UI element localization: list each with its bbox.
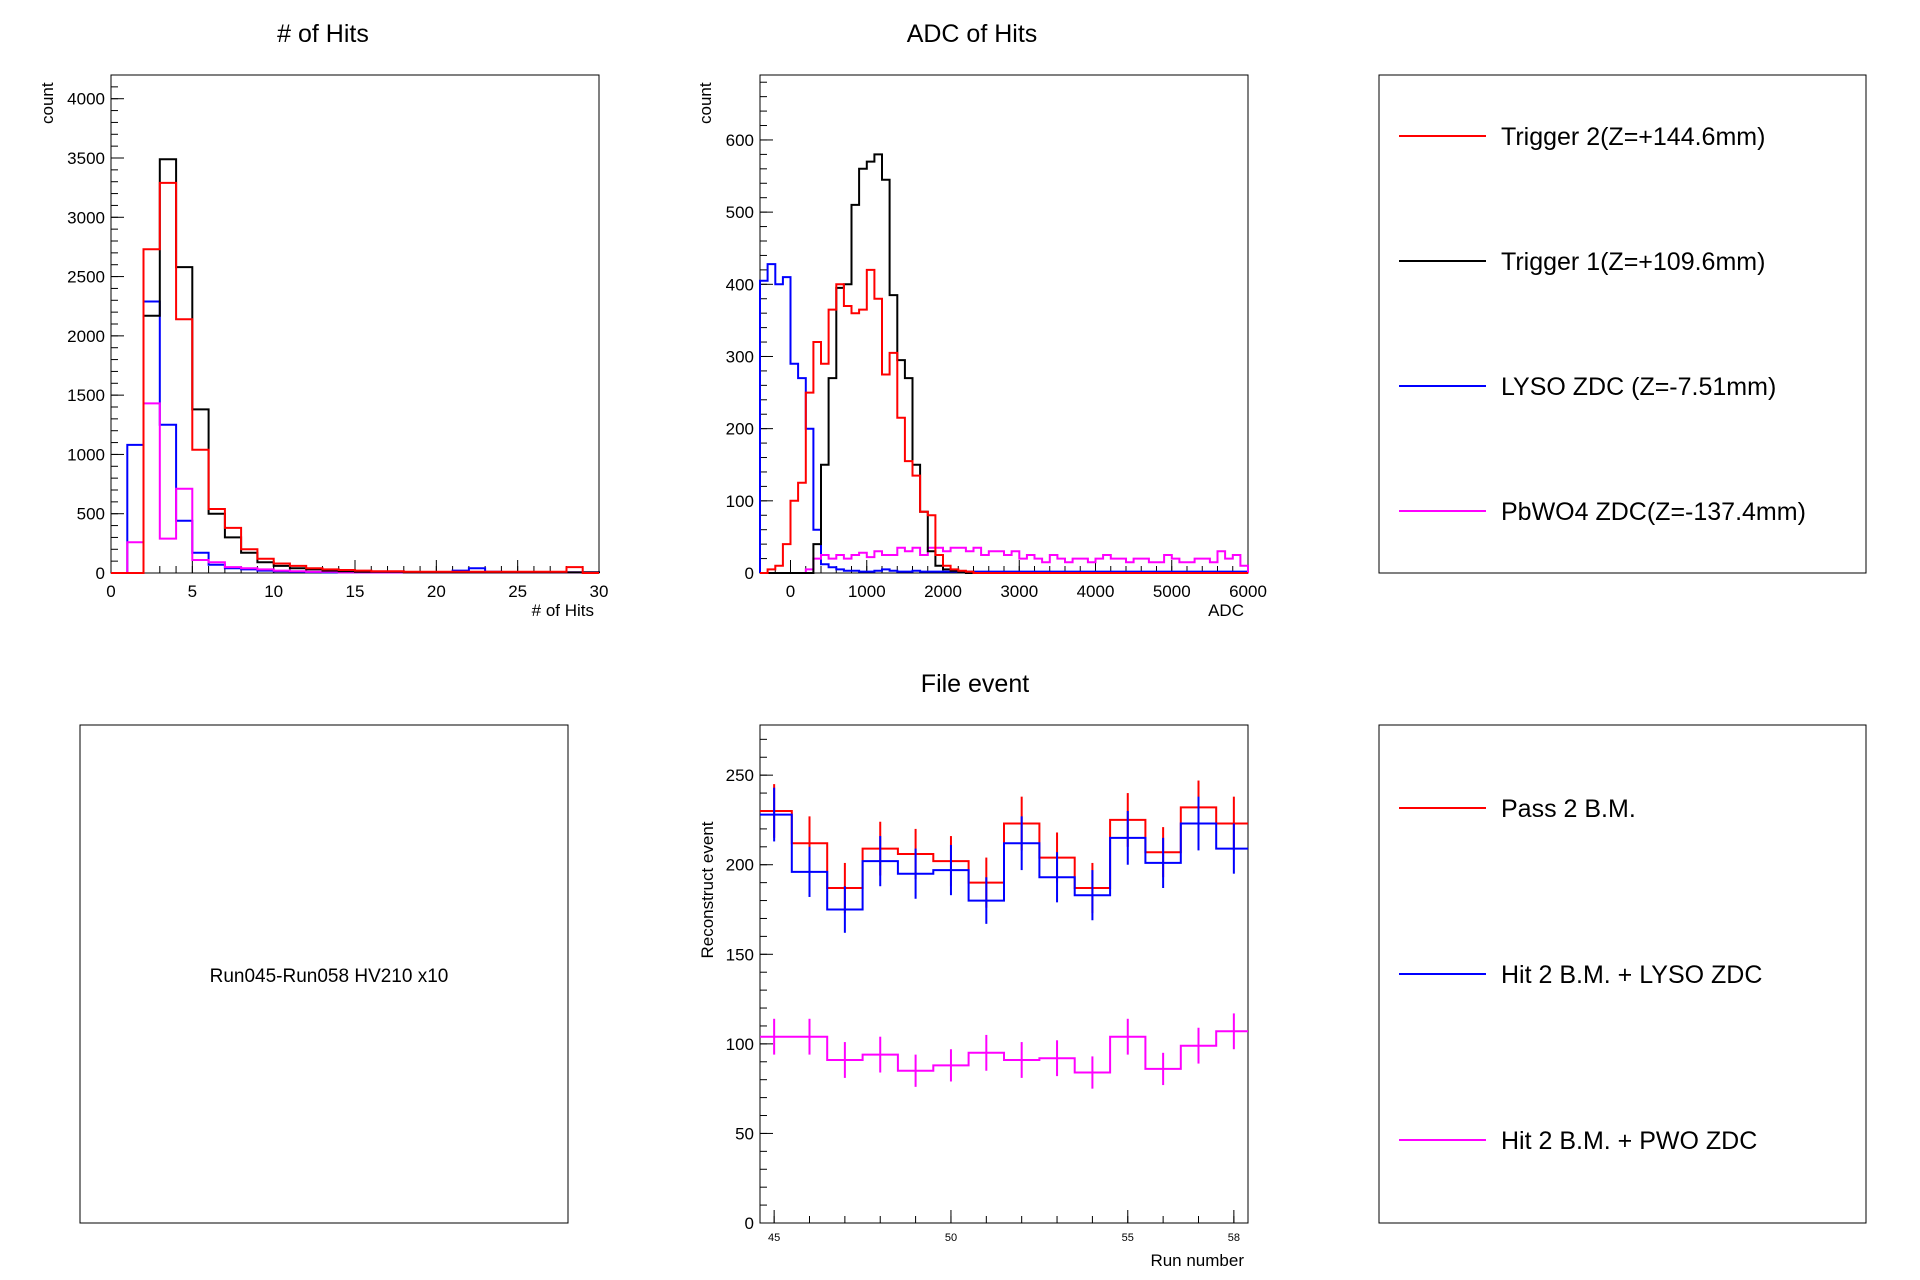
x-tick-label: 25 [508,582,527,601]
chart-file-event-ticks: 0 50 100 150 200 250 45 50 55 58 [726,738,1240,1244]
file-event-series-2 [760,1030,1248,1074]
y-tick-label: 1000 [67,445,105,464]
x-tick-label: 2000 [924,582,962,601]
legend-bottom-frame [1378,724,1867,1224]
y-tick-label: 250 [726,766,754,785]
x-tick-label: 20 [427,582,446,601]
x-tick-label: 30 [590,582,609,601]
x-tick-label: 10 [264,582,283,601]
chart-adc-ylabel: count [696,82,715,124]
chart-hits-series [111,158,600,574]
x-tick-label: 5 [188,582,197,601]
hits-series-0 [111,300,600,574]
chart-adc-series [759,153,1249,574]
legend-label: LYSO ZDC (Z=-7.51mm) [1501,373,1776,401]
legend-label: Hit 2 B.M. + PWO ZDC [1501,1127,1757,1155]
y-tick-label: 600 [726,131,754,150]
chart-file-event-series [760,780,1248,1089]
chart-file-event-xlabel: Run number [1150,1251,1244,1270]
x-tick-label: 15 [346,582,365,601]
legend-top-frame [1378,74,1867,574]
adc-series-1 [760,546,1249,574]
y-tick-label: 0 [745,1214,754,1233]
chart-hits-ticks: 0 500 1000 1500 2000 2500 3000 3500 4000 0 5 10 15 20… [67,74,609,601]
y-tick-label: 300 [726,347,754,366]
y-tick-label: 1500 [67,386,105,405]
legend-label: Trigger 1(Z=+109.6mm) [1501,248,1765,276]
legend-label: Trigger 2(Z=+144.6mm) [1501,123,1765,151]
y-tick-label: 50 [735,1124,754,1143]
hits-series-3 [111,181,599,574]
chart-hits-xlabel: # of Hits [532,601,594,620]
y-tick-label: 4000 [67,90,105,109]
chart-file-event-title: File event [921,670,1029,698]
info-box-text: Run045-Run058 HV210 x10 [210,966,449,987]
x-tick-label: 50 [945,1232,957,1244]
chart-hits-title: # of Hits [277,20,369,48]
y-tick-label: 3000 [67,208,105,227]
x-tick-label: 55 [1122,1232,1134,1244]
x-tick-label: 4000 [1077,582,1115,601]
info-box: Run045-Run058 HV210 x10 [79,724,569,1224]
x-tick-label: 45 [768,1232,780,1244]
y-tick-label: 200 [726,420,754,439]
y-tick-label: 3500 [67,149,105,168]
chart-file-event-ylabel: Reconstruct event [698,821,717,958]
chart-hits: # of Hits 0 500 1000 1500 2000 2500 3000 3500 40… [38,20,608,620]
y-tick-label: 500 [726,203,754,222]
chart-adc-xlabel: ADC [1208,601,1244,620]
info-box-frame [79,724,569,1224]
hits-series-2 [111,158,600,574]
chart-file-event-frame [759,724,1249,1224]
y-tick-label: 0 [745,564,754,583]
x-tick-label: 1000 [848,582,886,601]
y-tick-label: 2500 [67,268,105,287]
adc-series-2 [760,153,1248,574]
y-tick-label: 2000 [67,327,105,346]
legend-bottom: Pass 2 B.M. Hit 2 B.M. + LYSO ZDC Hit 2 B.… [1378,724,1867,1224]
adc-series-0 [759,263,1249,573]
y-tick-label: 100 [726,1035,754,1054]
chart-hits-frame [110,74,600,574]
y-tick-label: 200 [726,856,754,875]
chart-adc-frame [759,74,1249,574]
adc-series-3 [760,268,1248,574]
legend-top: Trigger 2(Z=+144.6mm) Trigger 1(Z=+109.6m… [1378,74,1867,574]
chart-hits-ylabel: count [38,82,57,124]
y-tick-label: 400 [726,275,754,294]
chart-file-event: File event 0 50 100 150 200 250 45 50 55 58 Run n… [698,670,1249,1270]
legend-label: Pass 2 B.M. [1501,795,1636,823]
y-tick-label: 100 [726,492,754,511]
x-tick-label: 0 [786,582,795,601]
legend-label: Hit 2 B.M. + LYSO ZDC [1501,961,1762,989]
x-tick-label: 5000 [1153,582,1191,601]
hits-series-1 [111,402,600,574]
legend-label: PbWO4 ZDC(Z=-137.4mm) [1501,498,1806,526]
y-tick-label: 500 [77,505,105,524]
chart-adc-title: ADC of Hits [907,20,1038,48]
y-tick-label: 0 [96,564,105,583]
x-tick-label: 58 [1228,1232,1240,1244]
y-tick-label: 150 [726,945,754,964]
x-tick-label: 3000 [1000,582,1038,601]
x-tick-label: 6000 [1229,582,1267,601]
x-tick-label: 0 [106,582,115,601]
